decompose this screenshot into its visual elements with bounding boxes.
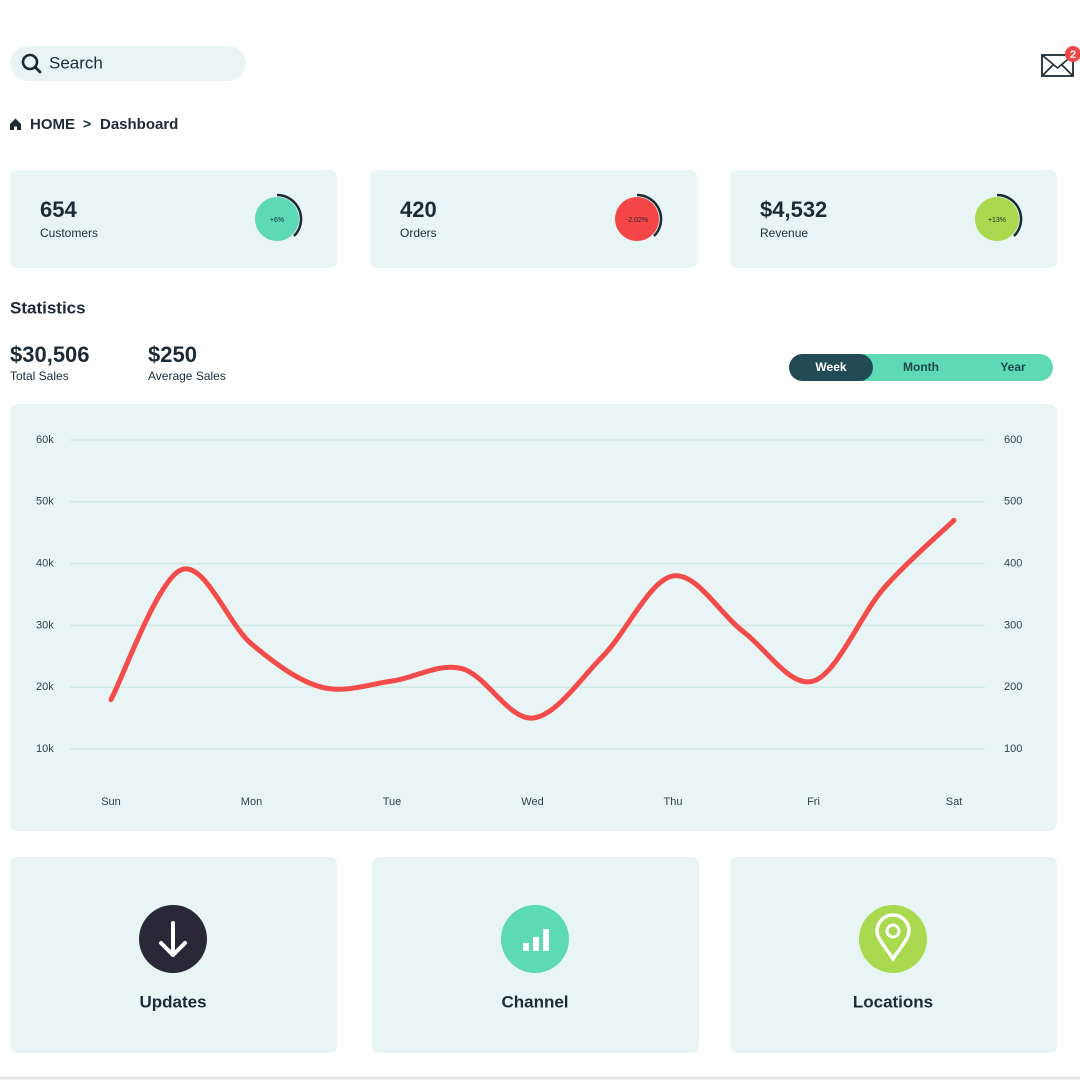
- toggle-option[interactable]: Month: [903, 360, 939, 374]
- kpi-indicator: [615, 197, 659, 241]
- nav-card-label: Updates: [139, 992, 206, 1011]
- y2-tick-label: 600: [1004, 434, 1022, 446]
- kpi-value: 654: [40, 197, 77, 222]
- kpi-indicator-arc: [636, 193, 663, 237]
- data-line: [108, 517, 957, 721]
- y-tick-label: 10k: [36, 743, 54, 755]
- toggle-option[interactable]: Year: [1000, 360, 1026, 374]
- y2-tick-label: 200: [1004, 681, 1022, 693]
- notification-count: 2: [1070, 49, 1076, 61]
- kpi-label: Customers: [40, 226, 98, 240]
- icon-pin-dot: [885, 923, 901, 939]
- mail-icon: [1041, 54, 1074, 77]
- chart-panel: [10, 404, 1057, 831]
- kpi-card[interactable]: 654 Customers +6%: [10, 170, 337, 268]
- kpi-card[interactable]: 420 Orders -2.02%: [370, 170, 697, 268]
- y2-tick-label: 300: [1004, 619, 1022, 631]
- nav-card[interactable]: Updates: [10, 857, 337, 1053]
- nav-card-label: Locations: [853, 992, 933, 1011]
- y-tick-label: 30k: [36, 619, 54, 631]
- toggle-active: [789, 354, 873, 381]
- search-field[interactable]: [10, 46, 246, 81]
- x-tick-label: Tue: [383, 796, 402, 808]
- y2-tick-label: 400: [1004, 558, 1022, 570]
- kpi-value: 420: [400, 197, 437, 222]
- breadcrumb-current: Dashboard: [100, 116, 178, 133]
- y-tick-label: 50k: [36, 496, 54, 508]
- kpi-indicator-arc: [996, 193, 1023, 237]
- summary-value: $250: [148, 342, 197, 367]
- kpi-change: +13%: [988, 217, 1006, 224]
- kpi-card-bg: [370, 170, 697, 268]
- period-toggle: Week Month Year: [789, 354, 1053, 381]
- icon-bar: [533, 937, 539, 951]
- y-tick-label: 20k: [36, 681, 54, 693]
- kpi-indicator: [975, 197, 1019, 241]
- section-title: Statistics: [10, 298, 86, 317]
- y2-tick-label: 100: [1004, 743, 1022, 755]
- notification-badge: [1065, 46, 1080, 62]
- kpi-card[interactable]: $4,532 Revenue +13%: [730, 170, 1057, 268]
- kpi-card-bg: [10, 170, 337, 268]
- search-icon: [21, 53, 39, 71]
- icon-bar: [543, 929, 549, 951]
- kpi-card-bg: [730, 170, 1057, 268]
- kpi-indicator: [255, 197, 299, 241]
- kpi-indicator-arc: [276, 193, 303, 237]
- x-tick-label: Sat: [946, 796, 963, 808]
- x-tick-label: Thu: [664, 796, 683, 808]
- nav-card[interactable]: Locations: [730, 857, 1057, 1053]
- x-tick-label: Fri: [807, 796, 820, 808]
- nav-card-icon: [859, 905, 927, 973]
- search-box[interactable]: Search: [10, 46, 246, 81]
- mail-button[interactable]: 2: [1041, 46, 1080, 77]
- icon-pin: [875, 913, 911, 963]
- home-icon: [10, 118, 21, 130]
- summary-label: Average Sales: [148, 369, 226, 383]
- kpi-change: -2.02%: [626, 217, 648, 224]
- nav-card[interactable]: Channel: [372, 857, 699, 1053]
- search-placeholder: Search: [49, 53, 103, 72]
- x-tick-label: Wed: [521, 796, 543, 808]
- kpi-change: +6%: [270, 217, 284, 224]
- summary-value: $30,506: [10, 342, 90, 367]
- nav-card-label: Channel: [501, 992, 568, 1011]
- kpi-value: $4,532: [760, 197, 827, 222]
- y-tick-label: 40k: [36, 558, 54, 570]
- breadcrumb-separator: >: [83, 116, 91, 132]
- summary-label: Total Sales: [10, 369, 69, 383]
- y2-tick-label: 500: [1004, 496, 1022, 508]
- x-tick-label: Mon: [241, 796, 262, 808]
- y-tick-label: 60k: [36, 434, 54, 446]
- toggle-option[interactable]: Week: [815, 360, 846, 374]
- kpi-label: Orders: [400, 226, 437, 240]
- search-icon-handle: [33, 65, 42, 74]
- x-tick-label: Sun: [101, 796, 121, 808]
- breadcrumb: HOME > Dashboard: [10, 116, 178, 133]
- icon-arrow: [159, 921, 187, 957]
- breadcrumb-home[interactable]: HOME: [30, 116, 75, 133]
- kpi-label: Revenue: [760, 226, 808, 240]
- icon-bar: [523, 943, 529, 951]
